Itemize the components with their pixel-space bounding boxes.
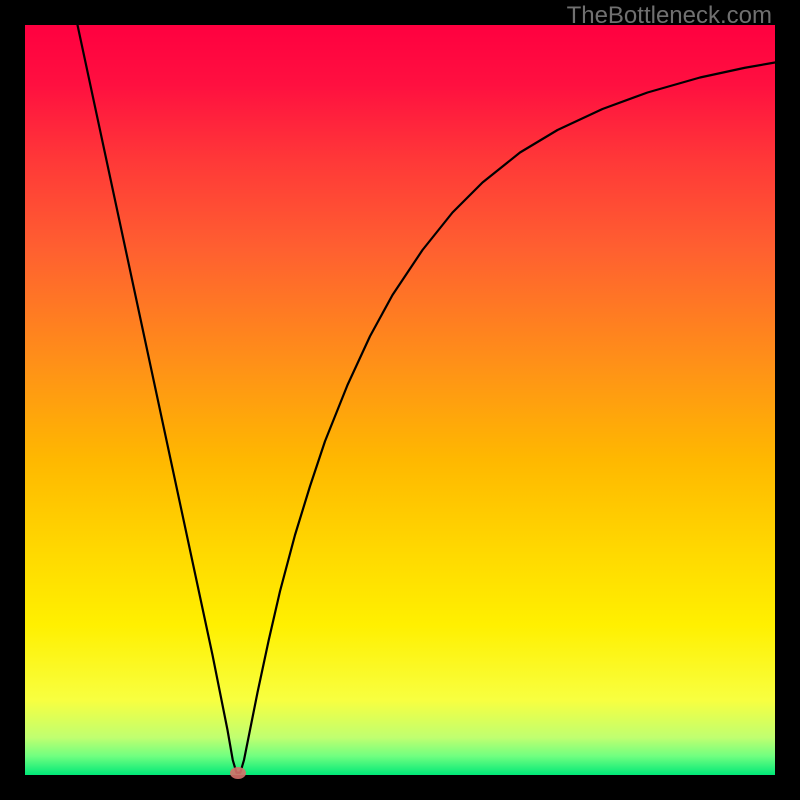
chart-frame: TheBottleneck.com [0, 0, 800, 800]
bottleneck-curve [25, 25, 775, 775]
watermark-text: TheBottleneck.com [567, 2, 772, 30]
optimal-point-marker [230, 767, 246, 779]
plot-area [25, 25, 775, 775]
